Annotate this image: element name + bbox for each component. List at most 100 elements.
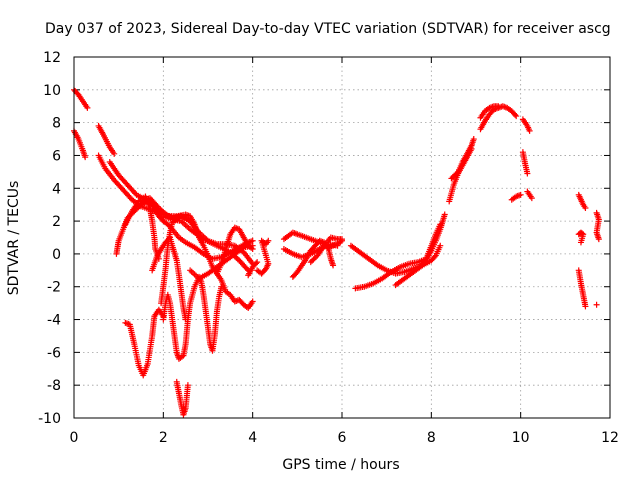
- y-tick-label: 6: [52, 148, 61, 164]
- data-point: [126, 321, 137, 346]
- data-point: [401, 270, 415, 282]
- data-point: [370, 276, 384, 287]
- data-point: [155, 204, 170, 218]
- data-point: [182, 318, 191, 348]
- data-point: [577, 229, 586, 237]
- data-point: [593, 216, 602, 234]
- y-tick-label: 12: [43, 50, 61, 66]
- data-point: [249, 260, 260, 271]
- data-point: [526, 191, 534, 200]
- data-point: [280, 233, 290, 243]
- data-point: [200, 242, 211, 257]
- data-point: [200, 291, 211, 329]
- data-point: [524, 170, 531, 177]
- data-point: [356, 249, 371, 261]
- data-point: [169, 217, 179, 226]
- data-point: [153, 247, 164, 261]
- data-point: [160, 267, 169, 290]
- data-point: [155, 306, 166, 318]
- data-point: [236, 296, 246, 307]
- data-point: [249, 298, 256, 305]
- data-point: [178, 288, 187, 310]
- data-point: [173, 214, 183, 223]
- data-point: [75, 136, 86, 152]
- data-point: [173, 257, 182, 277]
- data-point: [517, 191, 524, 198]
- data-point: [231, 224, 241, 232]
- data-point: [167, 300, 175, 321]
- data-point: [115, 172, 130, 187]
- data-point: [254, 267, 264, 276]
- data-point: [330, 262, 337, 269]
- data-point: [298, 257, 309, 269]
- data-point: [312, 239, 322, 249]
- data-point: [379, 270, 393, 282]
- data-point: [146, 195, 161, 210]
- x-tick-label: 10: [512, 430, 530, 446]
- data-point: [595, 236, 602, 243]
- data-point: [191, 244, 206, 256]
- data-point: [245, 242, 255, 251]
- data-point: [182, 384, 191, 412]
- data-point: [575, 267, 584, 285]
- data-point: [84, 104, 91, 111]
- data-point: [187, 285, 198, 307]
- data-point: [106, 144, 117, 156]
- data-point: [593, 301, 600, 308]
- data-point: [388, 265, 402, 275]
- data-point: [124, 181, 139, 197]
- data-point: [307, 243, 318, 254]
- data-point: [437, 221, 444, 228]
- data-point: [259, 239, 272, 267]
- data-point: [75, 91, 85, 103]
- data-point: [138, 197, 148, 208]
- data-point: [481, 105, 491, 115]
- data-point: [175, 390, 184, 406]
- plot-frame: [73, 56, 611, 419]
- data-point: [575, 191, 584, 202]
- y-tick-label: 8: [52, 116, 61, 132]
- chart-title: Day 037 of 2023, Sidereal Day-to-day VTE…: [45, 21, 611, 37]
- data-point: [446, 184, 457, 205]
- data-point: [410, 263, 424, 275]
- data-point: [111, 150, 118, 157]
- data-point: [432, 223, 443, 238]
- data-point: [477, 119, 488, 133]
- data-point: [175, 272, 184, 293]
- data-point: [526, 127, 533, 134]
- data-point: [213, 295, 222, 315]
- data-point: [508, 108, 519, 118]
- data-point: [169, 226, 181, 239]
- data-point: [577, 196, 586, 207]
- data-point: [441, 211, 448, 218]
- y-tick-labels: -10 -8 -6 -4 -2 0 2 4 6 8 10 12: [38, 50, 61, 427]
- data-point: [254, 259, 261, 266]
- data-point: [142, 195, 152, 203]
- data-point: [227, 245, 241, 256]
- data-point: [392, 276, 407, 289]
- data-point: [227, 226, 237, 238]
- data-point: [374, 262, 388, 273]
- data-point: [577, 280, 586, 297]
- data-point: [307, 253, 320, 266]
- data-point: [218, 277, 229, 293]
- data-point: [222, 252, 237, 264]
- data-point: [437, 242, 444, 249]
- data-point: [432, 244, 443, 259]
- data-point: [365, 255, 380, 268]
- data-point: [468, 145, 475, 152]
- data-point: [450, 172, 461, 188]
- data-point: [303, 234, 317, 244]
- data-point: [423, 244, 434, 261]
- x-tick-label: 6: [338, 430, 347, 446]
- data-point: [580, 291, 589, 308]
- data-point: [575, 230, 583, 238]
- y-tick-label: -4: [47, 313, 61, 329]
- x-axis-title: GPS time / hours: [282, 457, 399, 473]
- data-point: [263, 239, 271, 248]
- data-point: [131, 341, 142, 367]
- data-point: [122, 319, 132, 327]
- y-tick-label: -2: [47, 280, 61, 296]
- data-point: [140, 362, 150, 379]
